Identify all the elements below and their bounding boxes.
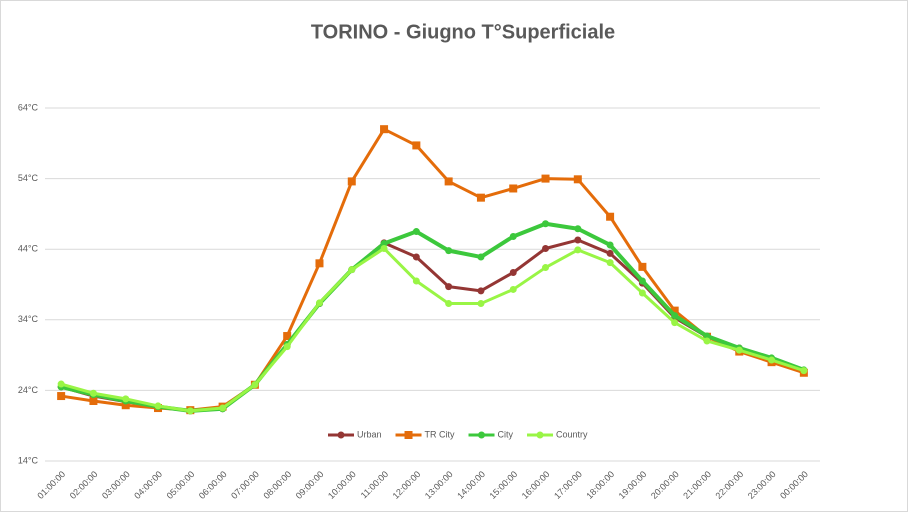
marker	[638, 289, 646, 297]
marker	[574, 225, 582, 233]
marker	[412, 277, 420, 285]
legend-marker	[337, 431, 345, 439]
marker	[509, 232, 517, 240]
marker	[606, 212, 615, 221]
marker	[800, 367, 808, 375]
marker	[89, 389, 97, 397]
marker	[638, 277, 646, 285]
marker	[703, 337, 711, 345]
marker	[154, 402, 162, 410]
marker	[768, 356, 776, 364]
y-tick-label: 24°C	[18, 385, 39, 395]
series-line	[60, 246, 805, 413]
marker	[541, 174, 550, 183]
marker	[735, 346, 743, 354]
marker	[542, 264, 550, 272]
marker	[283, 343, 291, 351]
marker	[380, 125, 389, 134]
legend-label: Urban	[357, 429, 382, 439]
marker	[57, 380, 65, 388]
marker	[606, 259, 614, 267]
marker	[509, 184, 518, 193]
marker	[509, 268, 517, 276]
marker	[412, 141, 421, 150]
marker	[477, 253, 485, 261]
legend-marker	[478, 431, 486, 439]
marker	[671, 319, 679, 327]
y-tick-label: 44°C	[18, 244, 39, 254]
marker	[445, 283, 453, 291]
marker	[671, 312, 679, 320]
marker	[445, 247, 453, 255]
chart-title: TORINO - Giugno T°Superficiale	[311, 21, 615, 43]
marker	[251, 381, 259, 389]
legend-label: Country	[556, 429, 588, 439]
marker	[574, 246, 582, 254]
marker	[573, 175, 582, 184]
marker	[542, 244, 550, 252]
marker	[574, 236, 582, 244]
legend-label: TR City	[425, 429, 455, 439]
marker	[670, 306, 679, 315]
marker	[186, 407, 194, 415]
marker	[477, 287, 485, 295]
marker	[315, 299, 323, 307]
marker	[606, 241, 614, 249]
legend-label: City	[498, 429, 514, 439]
marker	[638, 262, 647, 271]
legend-marker	[536, 431, 544, 439]
marker	[283, 332, 292, 341]
y-tick-label: 14°C	[18, 455, 39, 465]
marker	[703, 332, 711, 340]
marker	[444, 177, 453, 186]
y-tick-label: 34°C	[18, 314, 39, 324]
marker	[347, 177, 356, 186]
marker	[219, 404, 227, 412]
marker	[542, 220, 550, 228]
marker	[315, 259, 324, 268]
marker	[509, 285, 517, 293]
marker	[412, 253, 420, 261]
marker	[445, 300, 453, 308]
marker	[122, 395, 130, 403]
y-tick-label: 64°C	[18, 102, 39, 112]
legend-marker	[404, 431, 413, 439]
marker	[380, 244, 388, 252]
legend: Urban TR City City Country	[328, 429, 588, 439]
marker	[477, 300, 485, 308]
marker	[57, 392, 66, 401]
marker	[121, 401, 130, 410]
marker	[606, 249, 614, 257]
marker	[476, 193, 485, 202]
marker	[348, 266, 356, 274]
marker	[89, 396, 98, 405]
marker	[380, 240, 388, 248]
y-tick-label: 54°C	[18, 173, 39, 183]
marker	[412, 228, 420, 236]
